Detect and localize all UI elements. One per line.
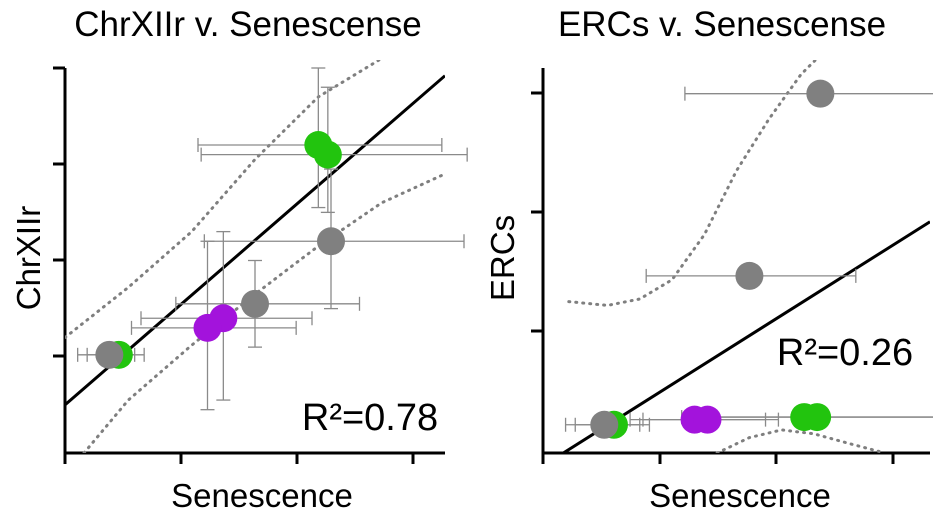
- data-point-left-5: [95, 340, 124, 369]
- data-point-left-7: [193, 313, 222, 342]
- x-axis-label-left: Senescence: [171, 477, 353, 514]
- confidence-band-upper-left: [65, 60, 382, 339]
- y-axis-label-left: ChrXIIr: [10, 206, 47, 311]
- x-axis-label-right: Senescence: [649, 477, 831, 514]
- data-point-right-6: [735, 261, 764, 290]
- data-point-left-4: [241, 289, 269, 318]
- r-squared-left: R²=0.78: [302, 397, 438, 439]
- confidence-band-lower-right: [715, 428, 887, 453]
- plot-area-left: [53, 60, 468, 464]
- r-squared-right: R²=0.26: [777, 332, 913, 374]
- chart-title-left: ChrXIIr v. Senescense: [74, 5, 422, 44]
- data-point-right-7: [806, 79, 835, 108]
- data-point-right-5: [803, 403, 832, 432]
- data-point-left-1: [313, 140, 342, 169]
- plot-area-right: [531, 60, 933, 464]
- chart-title-right: ERCs v. Senescense: [558, 5, 886, 44]
- confidence-band-lower-left: [82, 172, 445, 453]
- data-point-left-3: [317, 227, 345, 256]
- data-point-right-3: [693, 405, 722, 434]
- y-axis-label-right: ERCs: [484, 215, 521, 301]
- data-point-right-1: [590, 410, 619, 439]
- confidence-band-upper-right: [567, 60, 818, 307]
